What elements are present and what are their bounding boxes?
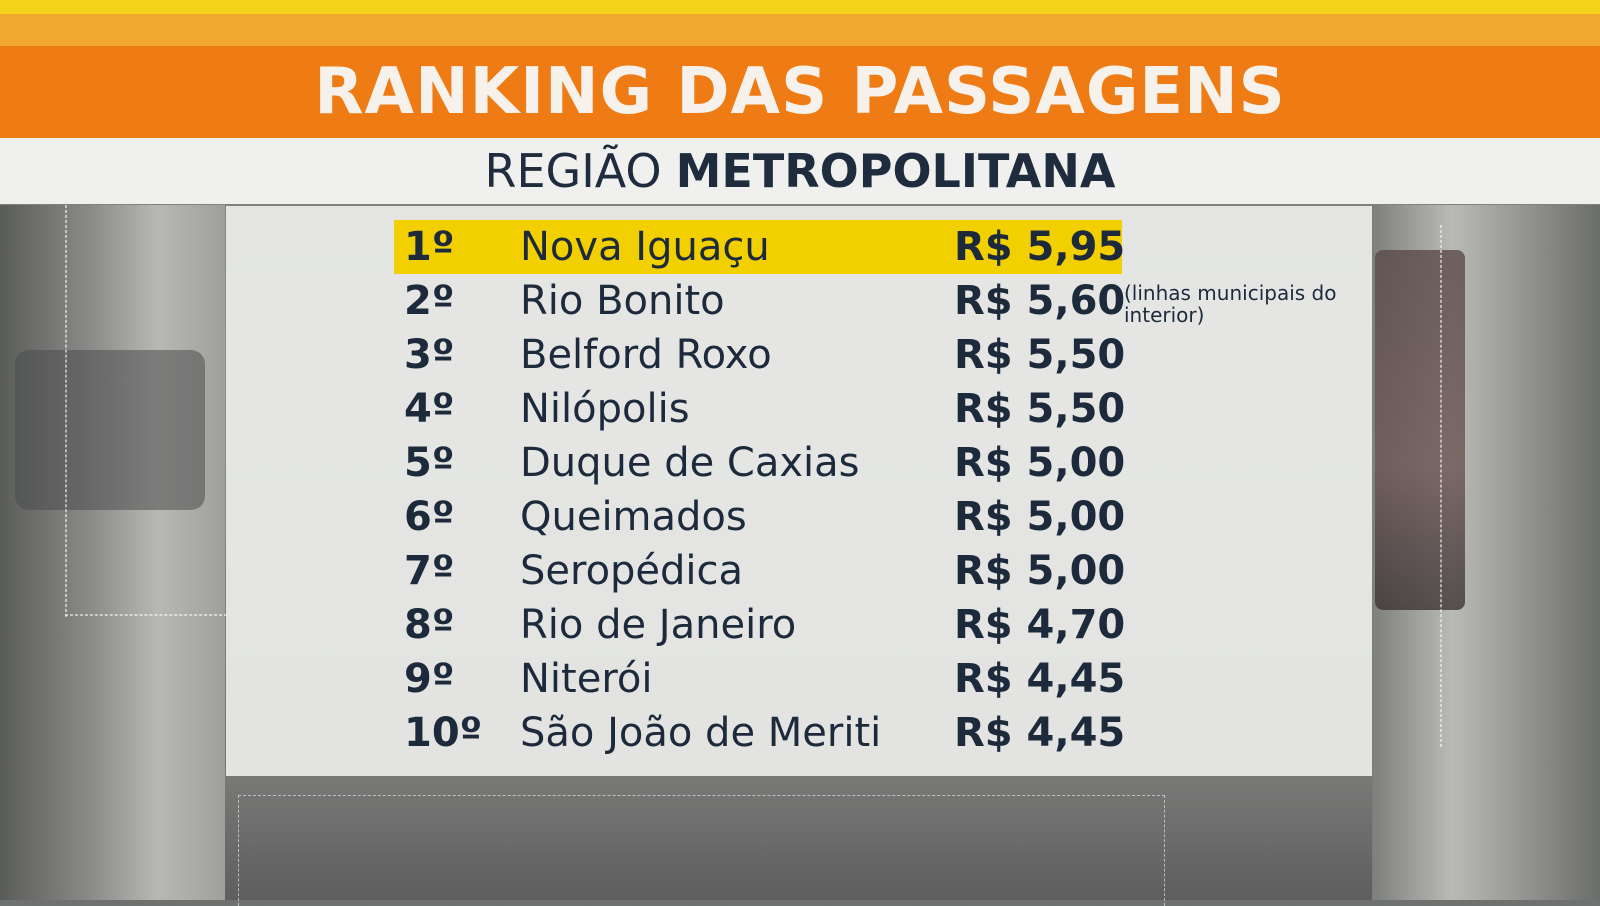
ranking-row: 9º Niterói R$ 4,45 [394, 652, 1126, 706]
ranking-city: Niterói [520, 656, 653, 702]
ranking-city: Rio de Janeiro [520, 602, 797, 648]
top-accent-stripe [0, 0, 1600, 14]
ranking-position: 10º [404, 710, 483, 756]
background-car [15, 350, 205, 510]
decorative-dashed-line [65, 614, 227, 616]
ranking-position: 9º [404, 656, 455, 702]
ranking-price: R$ 5,00 [954, 494, 1126, 540]
ranking-price: R$ 5,50 [954, 386, 1126, 432]
ranking-price: R$ 4,45 [954, 710, 1126, 756]
ranking-row: 2º Rio Bonito R$ 5,60 [394, 274, 1126, 328]
ranking-position: 1º [404, 224, 455, 270]
ranking-position: 4º [404, 386, 455, 432]
ranking-city: Nilópolis [520, 386, 690, 432]
background-road [0, 770, 1600, 900]
ranking-row: 6º Queimados R$ 5,00 [394, 490, 1126, 544]
page-subtitle: REGIÃO METROPOLITANA [485, 144, 1116, 198]
ranking-position: 6º [404, 494, 455, 540]
ranking-row: 8º Rio de Janeiro R$ 4,70 [394, 598, 1126, 652]
ranking-city: Rio Bonito [520, 278, 725, 324]
ranking-price: R$ 5,00 [954, 548, 1126, 594]
ranking-row: 3º Belford Roxo R$ 5,50 [394, 328, 1126, 382]
ranking-row: 10º São João de Meriti R$ 4,45 [394, 706, 1126, 760]
ranking-row: 1º Nova Iguaçu R$ 5,95 [394, 220, 1126, 274]
subtitle-metropolitan: METROPOLITANA [675, 144, 1116, 198]
subtitle-bar: REGIÃO METROPOLITANA [0, 138, 1600, 204]
background-bus [1375, 250, 1465, 610]
ranking-row: 7º Seropédica R$ 5,00 [394, 544, 1126, 598]
ranking-city: São João de Meriti [520, 710, 882, 756]
ranking-price: R$ 4,70 [954, 602, 1126, 648]
title-bar: RANKING DAS PASSAGENS [0, 46, 1600, 138]
ranking-price: R$ 5,50 [954, 332, 1126, 378]
ranking-city: Duque de Caxias [520, 440, 860, 486]
ranking-city: Seropédica [520, 548, 744, 594]
ranking-price: R$ 5,95 [954, 224, 1126, 270]
ranking-price: R$ 5,00 [954, 440, 1126, 486]
ranking-city: Nova Iguaçu [520, 224, 770, 270]
page-title: RANKING DAS PASSAGENS [314, 55, 1286, 129]
ranking-position: 3º [404, 332, 455, 378]
ranking-city: Queimados [520, 494, 747, 540]
ranking-price: R$ 5,60 [954, 278, 1126, 324]
ranking-panel: 1º Nova Iguaçu R$ 5,95 2º Rio Bonito R$ … [226, 206, 1372, 776]
background-left-street [0, 205, 225, 900]
ranking-position: 8º [404, 602, 455, 648]
decorative-dashed-line [1440, 225, 1442, 747]
ranking-price: R$ 4,45 [954, 656, 1126, 702]
decorative-dashed-line [65, 205, 67, 617]
ranking-row: 5º Duque de Caxias R$ 5,00 [394, 436, 1126, 490]
subtitle-region: REGIÃO [484, 144, 662, 198]
ranking-position: 5º [404, 440, 455, 486]
top-accent-band [0, 14, 1600, 46]
ranking-position: 2º [404, 278, 455, 324]
ranking-row: 4º Nilópolis R$ 5,50 [394, 382, 1126, 436]
ranking-position: 7º [404, 548, 455, 594]
footnote-municipal-lines: (linhas municipais do interior) [1124, 281, 1337, 327]
ranking-city: Belford Roxo [520, 332, 772, 378]
decorative-dashed-frame [238, 795, 1165, 906]
